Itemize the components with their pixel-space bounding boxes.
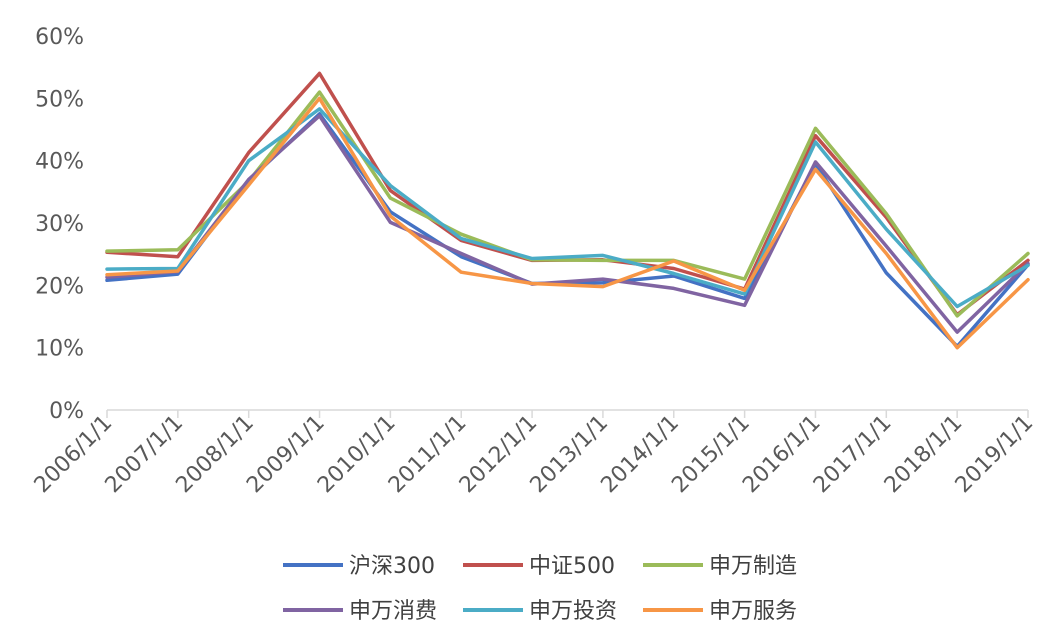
y-axis-ticks: 0% 10% 20% 30% 40% 50% 60% bbox=[35, 25, 84, 424]
legend-label: 申万制造 bbox=[709, 554, 797, 579]
y-tick-label: 20% bbox=[35, 274, 84, 299]
x-tick-label: 2019/1/1 bbox=[951, 411, 1039, 499]
legend-label: 申万消费 bbox=[349, 599, 437, 624]
y-tick-label: 60% bbox=[35, 25, 84, 50]
y-tick-label: 30% bbox=[35, 212, 84, 237]
y-tick-label: 10% bbox=[35, 337, 84, 362]
legend-label: 申万服务 bbox=[709, 599, 797, 624]
y-tick-label: 40% bbox=[35, 150, 84, 175]
series-line bbox=[105, 107, 1030, 309]
series-line bbox=[105, 96, 1030, 350]
y-tick-label: 50% bbox=[35, 87, 84, 112]
legend-label: 沪深300 bbox=[349, 554, 435, 579]
x-axis bbox=[106, 409, 1029, 418]
series-line bbox=[105, 90, 1030, 318]
legend-label: 申万投资 bbox=[529, 599, 617, 624]
series-line bbox=[105, 112, 1030, 349]
series-lines bbox=[105, 71, 1030, 350]
legend-label: 中证500 bbox=[529, 554, 615, 579]
y-tick-label: 0% bbox=[49, 399, 84, 424]
x-axis-ticks: 2006/1/12007/1/12008/1/12009/1/12010/1/1… bbox=[30, 411, 1039, 499]
